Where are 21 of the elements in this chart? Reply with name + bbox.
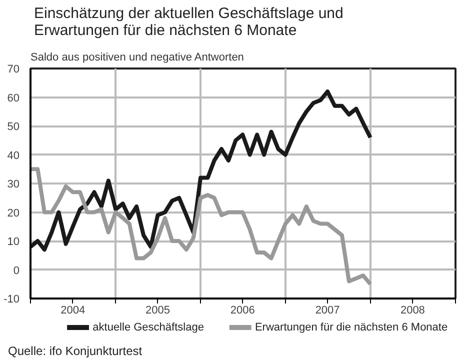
y-tick-label: 60 bbox=[7, 92, 20, 104]
legend-label: Erwartungen für die nächsten 6 Monate bbox=[254, 322, 448, 334]
y-tick-label: 50 bbox=[7, 121, 20, 133]
y-tick-label: 0 bbox=[13, 264, 20, 277]
y-tick-label: 10 bbox=[7, 236, 20, 248]
chart-title: Einschätzung der aktuellen Geschäftslage und Erwartungen für die nächsten 6 Monate bbox=[34, 5, 344, 39]
legend-label: aktuelle Geschäftslage bbox=[92, 322, 204, 334]
x-tick-label: 2007 bbox=[315, 304, 340, 316]
chart-subtitle: Saldo aus positiven und negative Antworten bbox=[30, 52, 244, 64]
x-tick-label: 2004 bbox=[60, 304, 86, 316]
source-note: Quelle: ifo Konjunkturtest bbox=[8, 343, 142, 360]
y-tick-label: 40 bbox=[7, 150, 20, 162]
line-series bbox=[30, 90, 372, 252]
y-tick-label: -10 bbox=[4, 294, 20, 306]
y-tick-label: 70 bbox=[7, 64, 20, 76]
x-tick-label: 2005 bbox=[146, 304, 170, 316]
x-tick-label: 2006 bbox=[230, 304, 255, 316]
line-series bbox=[30, 167, 372, 286]
y-tick-label: 30 bbox=[7, 178, 20, 190]
y-tick-label: 20 bbox=[7, 207, 20, 220]
x-tick-label: 2008 bbox=[400, 304, 425, 316]
